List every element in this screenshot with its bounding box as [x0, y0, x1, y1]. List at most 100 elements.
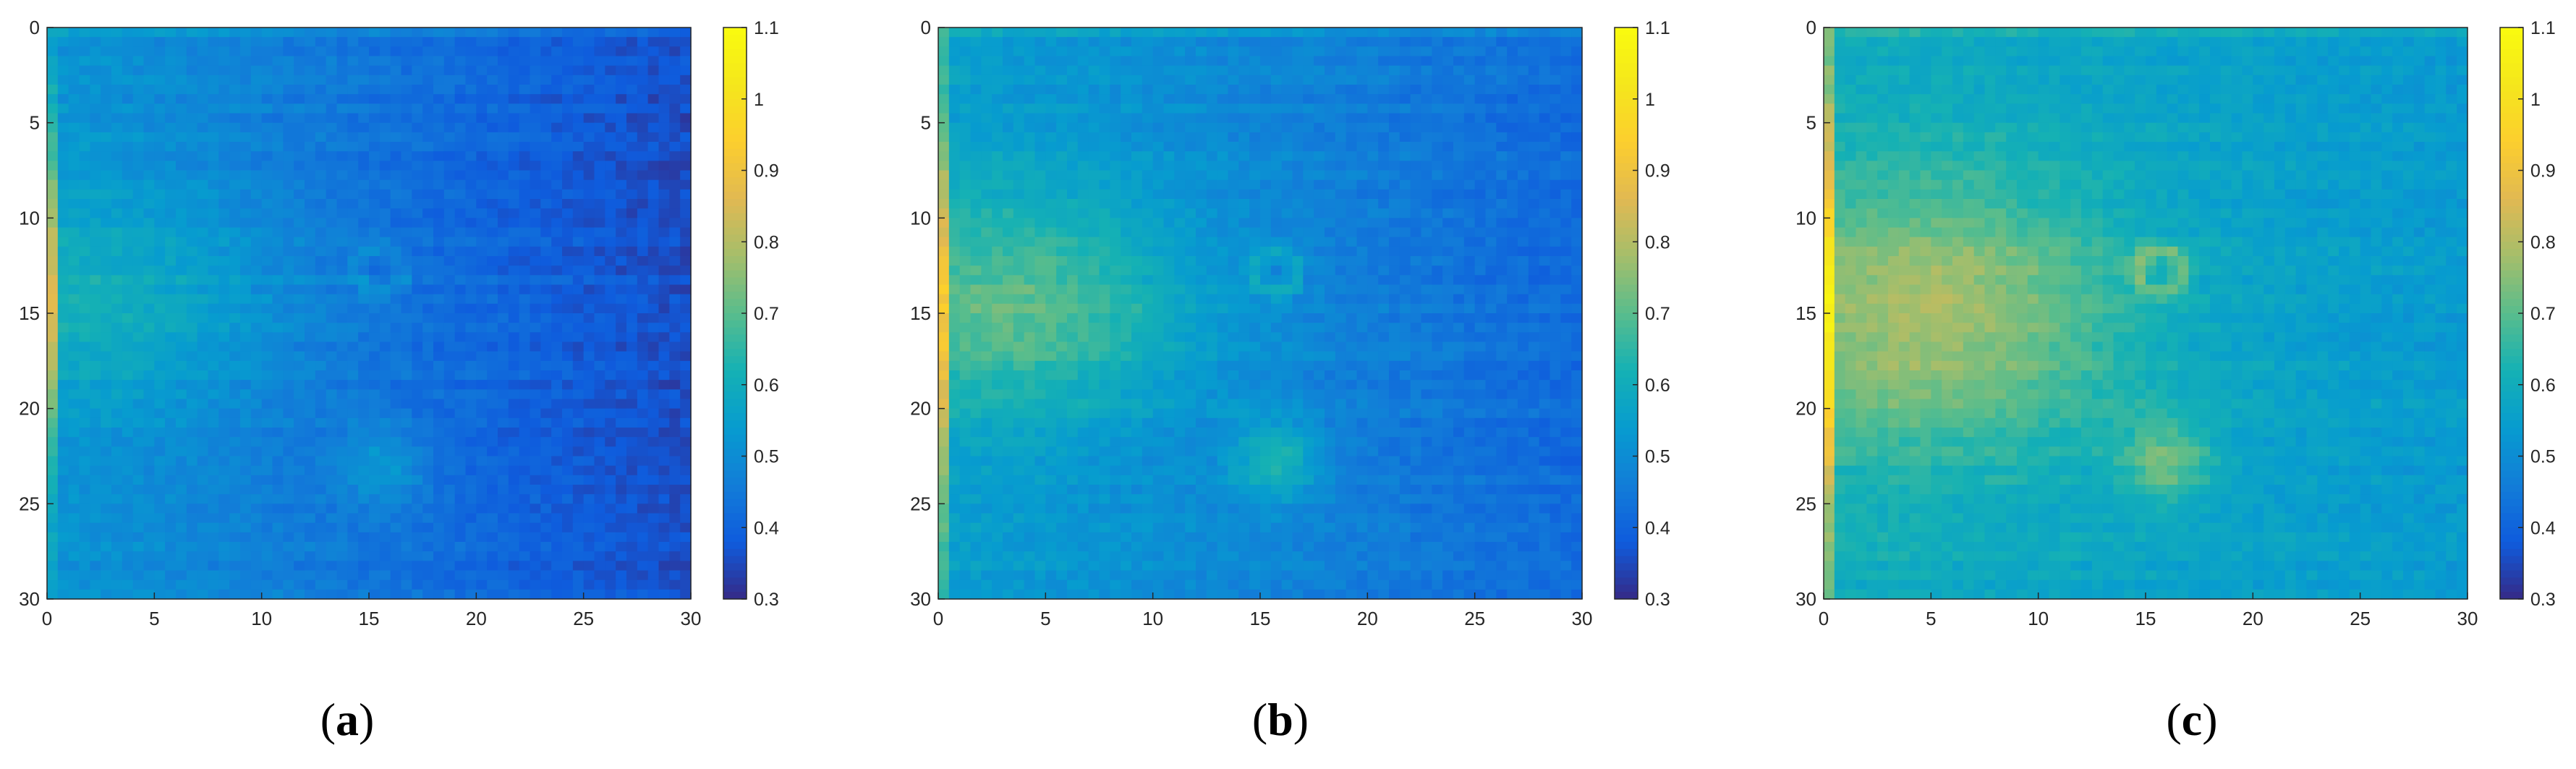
heatmap-cell — [680, 132, 692, 143]
heatmap-cell — [197, 417, 209, 428]
heatmap-cell — [294, 256, 305, 266]
heatmap-cell — [487, 332, 498, 343]
colorbar-segment — [723, 313, 747, 321]
heatmap-cell — [498, 532, 509, 543]
heatmap-cell — [229, 561, 241, 572]
heatmap-cell — [1034, 142, 1046, 152]
heatmap-cell — [1496, 161, 1508, 171]
heatmap-cell — [530, 551, 541, 561]
heatmap-cell — [1442, 65, 1454, 76]
heatmap-cell — [240, 313, 252, 323]
heatmap-cell — [122, 579, 134, 590]
heatmap-cell — [647, 56, 660, 67]
heatmap-cell — [218, 561, 230, 572]
heatmap-cell — [658, 542, 670, 552]
heatmap-cell — [1024, 46, 1036, 57]
heatmap-cell — [401, 313, 412, 323]
heatmap-cell — [79, 589, 90, 600]
heatmap-cell — [616, 341, 627, 352]
heatmap-cell — [1560, 142, 1572, 152]
heatmap-cell — [1088, 189, 1100, 200]
heatmap-cell — [261, 75, 273, 85]
heatmap-cell — [1260, 65, 1272, 76]
heatmap-cell — [1335, 142, 1347, 152]
heatmap-cell — [443, 579, 456, 590]
heatmap-cell — [519, 103, 531, 114]
heatmap-cell — [186, 208, 198, 218]
heatmap-cell — [1034, 132, 1046, 143]
heatmap-cell — [540, 113, 552, 124]
heatmap-cell — [1463, 113, 1476, 124]
heatmap-cell — [562, 294, 574, 305]
heatmap-cell — [551, 189, 563, 200]
heatmap-cell — [1314, 132, 1325, 143]
heatmap-cell — [101, 94, 112, 104]
heatmap-cell — [1024, 85, 1036, 95]
heatmap-cell — [401, 161, 412, 171]
heatmap-cell — [551, 351, 563, 362]
heatmap-cell — [358, 170, 370, 181]
heatmap-cell — [1110, 56, 1121, 67]
heatmap-cell — [1539, 208, 1551, 218]
heatmap-cell — [1077, 46, 1089, 57]
heatmap-cell — [1163, 208, 1175, 218]
heatmap-cell — [111, 494, 123, 504]
heatmap-cell — [240, 303, 252, 314]
heatmap-cell — [572, 294, 585, 305]
heatmap-cell — [669, 465, 681, 476]
heatmap-cell — [1013, 65, 1025, 76]
heatmap-cell — [465, 437, 477, 447]
heatmap-cell — [605, 46, 616, 57]
heatmap-cell — [1410, 85, 1422, 95]
heatmap-cell — [605, 37, 616, 47]
heatmap-cell — [1432, 94, 1443, 104]
heatmap-cell — [594, 408, 605, 419]
heatmap-cell — [1550, 199, 1561, 209]
heatmap-cell — [261, 142, 273, 152]
heatmap-cell — [680, 199, 692, 209]
heatmap-cell — [1110, 208, 1121, 218]
heatmap-cell — [79, 142, 90, 152]
heatmap-cell — [680, 284, 692, 295]
heatmap-cell — [658, 456, 670, 467]
heatmap-cell — [1410, 122, 1422, 133]
heatmap-cell — [970, 37, 982, 47]
heatmap-cell — [669, 494, 681, 504]
heatmap-cell — [992, 170, 1003, 181]
heatmap-cell — [305, 237, 316, 247]
heatmap-cell — [197, 504, 209, 514]
heatmap-cell — [90, 237, 101, 247]
heatmap-cell — [294, 37, 305, 47]
heatmap-cell — [358, 113, 370, 124]
heatmap-cell — [476, 256, 488, 266]
heatmap-cell — [261, 475, 273, 485]
heatmap-cell — [1378, 94, 1390, 104]
heatmap-cell — [101, 428, 112, 438]
heatmap-cell — [443, 227, 456, 238]
heatmap-cell — [379, 170, 391, 181]
heatmap-cell — [101, 208, 112, 218]
heatmap-cell — [443, 161, 456, 171]
heatmap-cell — [562, 389, 574, 400]
heatmap-cell — [57, 504, 69, 514]
heatmap-cell — [143, 132, 155, 143]
heatmap-cell — [240, 284, 252, 295]
heatmap-cell — [272, 428, 284, 438]
colorbar-segment — [723, 334, 747, 343]
heatmap-cell — [229, 332, 241, 343]
heatmap-cell — [1410, 170, 1422, 181]
heatmap-cell — [272, 46, 284, 57]
heatmap-cell — [379, 485, 391, 495]
heatmap-cell — [981, 75, 992, 85]
heatmap-cell — [669, 389, 681, 400]
heatmap-cell — [465, 341, 477, 352]
heatmap-cell — [465, 122, 477, 133]
heatmap-cell — [132, 303, 145, 314]
heatmap-cell — [508, 437, 520, 447]
heatmap-cell — [948, 94, 961, 104]
heatmap-cell — [358, 189, 370, 200]
heatmap-cell — [1410, 94, 1422, 104]
heatmap-cell — [948, 122, 961, 133]
heatmap-cell — [1099, 85, 1110, 95]
heatmap-cell — [443, 370, 456, 381]
